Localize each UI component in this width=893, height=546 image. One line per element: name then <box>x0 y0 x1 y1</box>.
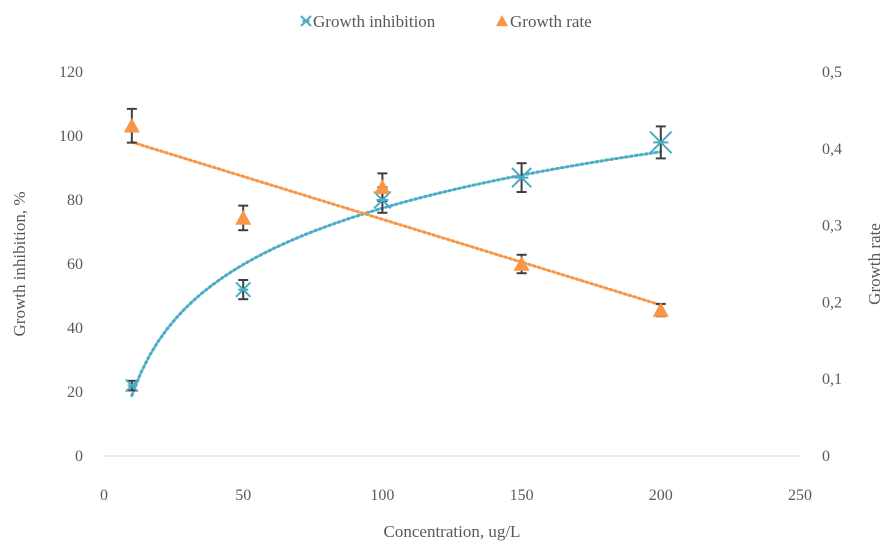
x-tick-labels: 0 50 100 150 200 250 <box>100 487 812 504</box>
asterisk-marker <box>235 281 252 298</box>
y-tick-label: 100 <box>59 128 83 145</box>
y2-tick-labels: 0 0,1 0,2 0,3 0,4 0,5 <box>822 64 842 465</box>
asterisk-marker <box>300 15 312 27</box>
y2-tick-label: 0,3 <box>822 218 842 235</box>
legend: Growth inhibition Growth rate <box>300 12 592 31</box>
triangle-marker <box>235 209 252 225</box>
x-tick-label: 200 <box>649 487 673 504</box>
triangle-marker <box>513 256 530 271</box>
trendline-growth-inhibition <box>130 150 663 398</box>
legend-label: Growth rate <box>510 12 592 31</box>
y2-tick-label: 0,1 <box>822 371 842 388</box>
y-tick-label: 40 <box>67 320 83 337</box>
y-tick-label: 80 <box>67 192 83 209</box>
error-bars <box>126 107 666 392</box>
legend-marker-asterisk-icon <box>300 15 312 27</box>
asterisk-marker <box>511 167 532 188</box>
y-tick-label: 0 <box>75 448 83 465</box>
y-tick-label: 20 <box>67 384 83 401</box>
y2-tick-label: 0 <box>822 448 830 465</box>
triangle-marker <box>652 302 669 317</box>
y-axis-title: Growth inhibition, % <box>10 192 29 337</box>
y2-tick-label: 0,2 <box>822 294 842 311</box>
x-tick-label: 50 <box>235 487 251 504</box>
x-tick-label: 100 <box>370 487 394 504</box>
y2-axis-title: Growth rate <box>865 223 884 305</box>
data-markers <box>123 117 673 393</box>
trendline-growth-rate <box>130 140 663 307</box>
legend-marker-triangle-icon <box>496 15 508 27</box>
asterisk-marker <box>373 190 392 210</box>
x-tick-label: 250 <box>788 487 812 504</box>
legend-label: Growth inhibition <box>313 12 436 31</box>
asterisk-marker <box>649 130 673 154</box>
y-tick-label: 120 <box>59 64 83 81</box>
trendlines <box>130 140 663 398</box>
y2-tick-label: 0,4 <box>822 141 842 158</box>
legend-item-growth-rate: Growth rate <box>496 12 592 31</box>
x-axis-title: Concentration, ug/L <box>384 522 521 541</box>
y-tick-label: 60 <box>67 256 83 273</box>
triangle-marker <box>123 117 140 133</box>
asterisk-marker <box>125 378 139 393</box>
triangle-marker <box>374 179 391 194</box>
x-tick-label: 150 <box>510 487 534 504</box>
legend-item-growth-inhibition: Growth inhibition <box>300 12 436 31</box>
y2-tick-label: 0,5 <box>822 64 842 81</box>
triangle-marker <box>496 15 508 27</box>
x-tick-label: 0 <box>100 487 108 504</box>
y-tick-labels: 0 20 40 60 80 100 120 <box>59 64 83 465</box>
